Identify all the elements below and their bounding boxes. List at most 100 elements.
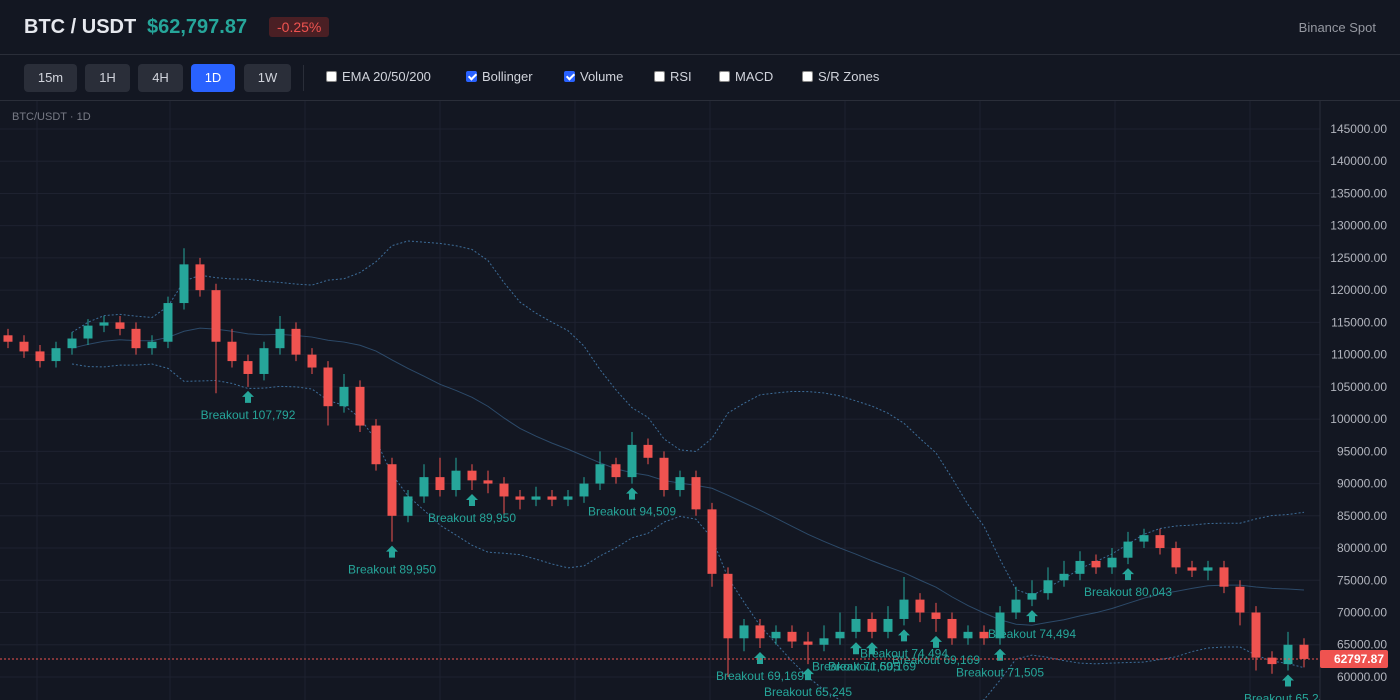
indicator-label: Bollinger — [482, 69, 533, 84]
indicator-toggle[interactable]: S/R Zones — [802, 69, 879, 84]
y-tick-label: 65000.00 — [1337, 638, 1387, 652]
separator — [303, 65, 304, 91]
candle-body — [563, 496, 573, 500]
candle-body — [611, 464, 621, 478]
candle-body — [147, 341, 157, 349]
indicator-label: S/R Zones — [818, 69, 880, 84]
candle-body — [883, 618, 893, 632]
candle-body — [275, 328, 285, 349]
candle-body — [1219, 567, 1229, 587]
indicator-toggle[interactable]: RSI — [654, 69, 692, 84]
timeframe-button[interactable]: 1H — [85, 64, 130, 92]
price: $62,797.87 — [147, 16, 248, 38]
candle-body — [1251, 612, 1261, 658]
indicator-toggle[interactable]: Volume — [564, 69, 623, 84]
candle-body — [243, 361, 253, 374]
checkbox[interactable] — [564, 71, 575, 82]
candle-body — [83, 325, 93, 339]
breakout-label: Breakout 71,505 — [956, 666, 1044, 680]
candle-body — [291, 328, 301, 355]
indicator-toggle[interactable]: Bollinger — [466, 69, 533, 84]
indicator-toggle[interactable]: EMA 20/50/200 — [326, 69, 431, 84]
candle-body — [51, 348, 61, 362]
bollinger-upper — [71, 240, 1305, 596]
y-tick-label: 110000.00 — [1331, 348, 1387, 362]
checkbox[interactable] — [326, 71, 337, 82]
candle-body — [131, 328, 141, 349]
candle-body — [787, 631, 797, 642]
y-tick-label: 145000.00 — [1330, 122, 1387, 136]
candle-body — [467, 470, 477, 481]
candle-body — [99, 322, 109, 326]
breakout-label: Breakout 89,950 — [428, 511, 516, 525]
candle-body — [803, 641, 813, 645]
candle-body — [627, 444, 637, 478]
candle-body — [915, 599, 925, 613]
last-price-box — [1320, 649, 1388, 668]
candle-body — [659, 457, 669, 491]
candle-body — [1171, 548, 1181, 568]
breakout-arrow — [754, 651, 766, 664]
breakout-arrow — [866, 642, 878, 655]
candle-body — [323, 367, 333, 407]
candle-body — [963, 631, 973, 639]
candle-body — [1267, 657, 1277, 665]
candle-body — [643, 444, 653, 458]
breakout-arrow — [850, 642, 862, 655]
timeframe-button[interactable]: 1D — [191, 64, 235, 92]
candle-body — [755, 625, 765, 639]
candle-body — [947, 618, 957, 639]
candle-body — [675, 477, 685, 491]
breakout-arrow — [466, 494, 478, 507]
candle-body — [707, 509, 717, 574]
y-tick-label: 140000.00 — [1330, 154, 1387, 168]
timeframe-button[interactable]: 15m — [24, 64, 77, 92]
y-tick-label: 95000.00 — [1337, 444, 1387, 458]
timeframe-button[interactable]: 1W — [244, 64, 291, 92]
candle-body — [1091, 560, 1101, 568]
candle-body — [691, 477, 701, 510]
breakout-label: Breakout 89,950 — [348, 563, 436, 577]
last-price-label: 62797.87 — [1334, 652, 1384, 666]
candle-body — [307, 354, 317, 368]
candle-body — [899, 599, 909, 619]
candle-body — [739, 625, 749, 639]
candle-body — [531, 496, 541, 500]
indicator-toggle[interactable]: MACD — [719, 69, 773, 84]
candle-body — [227, 341, 237, 362]
checkbox[interactable] — [654, 71, 665, 82]
candle-body — [403, 496, 413, 516]
chart: Breakout 107,792 Breakout 89,950 Breakout … — [0, 101, 1388, 700]
breakout-arrow — [802, 668, 814, 681]
change: -0.25% — [269, 17, 330, 37]
timeframe-button[interactable]: 4H — [138, 64, 183, 92]
checkbox[interactable] — [802, 71, 813, 82]
breakout-arrow — [1282, 674, 1294, 687]
checkbox[interactable] — [719, 71, 730, 82]
y-tick-label: 130000.00 — [1330, 219, 1387, 233]
breakout-arrow — [930, 635, 942, 648]
y-tick-label: 75000.00 — [1337, 573, 1387, 587]
candle-body — [67, 338, 77, 349]
breakout-arrow — [242, 390, 254, 403]
y-tick-label: 60000.00 — [1337, 670, 1387, 684]
candle-body — [835, 631, 845, 639]
candle-body — [547, 496, 557, 500]
candle-body — [371, 425, 381, 465]
y-tick-label: 90000.00 — [1337, 477, 1387, 491]
candle-body — [931, 612, 941, 619]
y-tick-label: 100000.00 — [1330, 412, 1387, 426]
candle-body — [867, 618, 877, 632]
breakout-label: Breakout 69,169 — [716, 669, 804, 683]
candle-body — [259, 348, 269, 374]
checkbox[interactable] — [466, 71, 477, 82]
candle-body — [1075, 560, 1085, 574]
candle-body — [451, 470, 461, 491]
y-tick-label: 135000.00 — [1330, 186, 1387, 200]
candle-body — [1011, 599, 1021, 613]
candle-body — [419, 477, 429, 497]
candle-body — [819, 638, 829, 645]
breakout-label: Breakout 65,245 — [1244, 692, 1332, 700]
candle-body — [1107, 557, 1117, 568]
